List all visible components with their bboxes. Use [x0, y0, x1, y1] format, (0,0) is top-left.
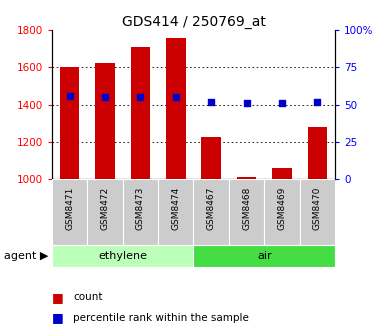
- Text: count: count: [73, 292, 103, 302]
- Text: GSM8474: GSM8474: [171, 187, 180, 230]
- Text: ■: ■: [52, 291, 64, 304]
- Point: [67, 93, 73, 98]
- Bar: [201, 137, 221, 179]
- Text: air: air: [257, 251, 271, 261]
- Bar: [272, 168, 291, 179]
- Bar: [87, 179, 123, 245]
- Bar: [264, 179, 300, 245]
- Point: [243, 100, 249, 106]
- Point: [208, 99, 214, 104]
- Bar: [300, 179, 335, 245]
- Bar: [60, 68, 79, 179]
- Title: GDS414 / 250769_at: GDS414 / 250769_at: [122, 15, 265, 29]
- Point: [173, 95, 179, 100]
- Bar: [52, 245, 193, 267]
- Text: GSM8467: GSM8467: [207, 187, 216, 230]
- Bar: [193, 245, 335, 267]
- Point: [314, 99, 320, 104]
- Point: [279, 100, 285, 106]
- Text: GSM8471: GSM8471: [65, 187, 74, 230]
- Text: ethylene: ethylene: [98, 251, 147, 261]
- Bar: [193, 179, 229, 245]
- Bar: [52, 179, 87, 245]
- Text: GSM8468: GSM8468: [242, 187, 251, 230]
- Text: GSM8470: GSM8470: [313, 187, 322, 230]
- Text: agent ▶: agent ▶: [4, 251, 48, 261]
- Bar: [95, 63, 115, 179]
- Text: GSM8472: GSM8472: [100, 187, 110, 230]
- Bar: [229, 179, 264, 245]
- Bar: [131, 47, 150, 179]
- Point: [102, 95, 108, 100]
- Bar: [158, 179, 193, 245]
- Bar: [123, 179, 158, 245]
- Bar: [308, 127, 327, 179]
- Text: GSM8473: GSM8473: [136, 187, 145, 230]
- Bar: [237, 177, 256, 179]
- Text: ■: ■: [52, 311, 64, 324]
- Text: percentile rank within the sample: percentile rank within the sample: [73, 312, 249, 323]
- Text: GSM8469: GSM8469: [277, 187, 286, 230]
- Point: [137, 95, 144, 100]
- Bar: [166, 38, 186, 179]
